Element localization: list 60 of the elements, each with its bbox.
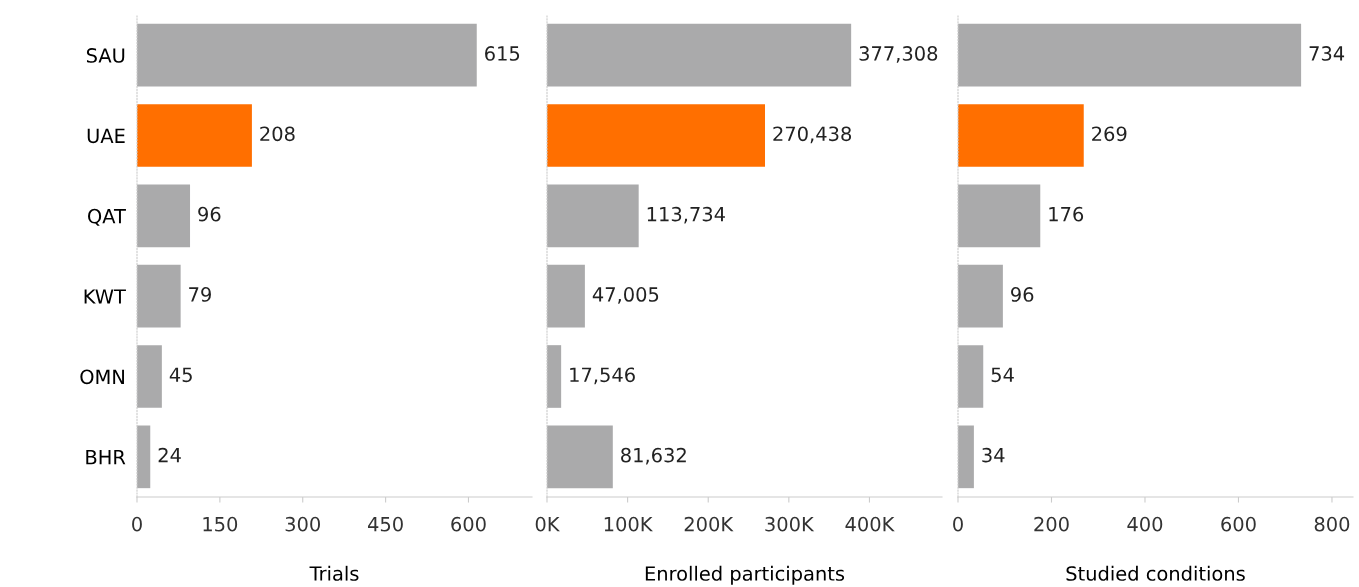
data-label: 96 — [1011, 287, 1034, 302]
bar — [547, 104, 766, 167]
x-tick-label: 800 — [1314, 516, 1350, 532]
bar — [547, 425, 613, 489]
data-label: 615 — [485, 46, 520, 61]
x-tick-label: 200 — [1034, 516, 1069, 532]
bar — [547, 345, 562, 408]
data-label: 270,438 — [773, 126, 852, 144]
bar — [547, 264, 585, 328]
x-tick-label: 300 — [285, 516, 320, 532]
x-tick-label: 0K — [535, 516, 560, 532]
x-axis-title: Trials — [309, 565, 359, 581]
data-label: 176 — [1049, 206, 1084, 222]
bar — [137, 425, 151, 489]
x-tick-label: 200K — [684, 516, 734, 532]
data-label: 79 — [189, 287, 211, 302]
bar — [137, 104, 252, 167]
x-axis-title: Enrolled participants — [645, 565, 845, 585]
data-label: 24 — [158, 447, 181, 463]
bar — [137, 184, 191, 248]
data-label: 81,632 — [621, 447, 686, 465]
bar — [547, 184, 639, 248]
x-tick-label: 600 — [1221, 516, 1256, 532]
data-label: 45 — [169, 367, 192, 383]
data-label: 734 — [1309, 46, 1345, 61]
data-label: 47,005 — [592, 287, 659, 304]
data-label: 17,546 — [570, 367, 635, 385]
bar — [137, 345, 162, 408]
y-tick-label: SAU — [86, 48, 125, 63]
bar — [958, 104, 1084, 167]
bar — [958, 264, 1003, 328]
bar — [958, 425, 974, 489]
x-tick-label: 100K — [604, 516, 653, 532]
y-tick-label: QAT — [88, 208, 126, 226]
x-tick-label: 600 — [451, 516, 486, 532]
data-label: 269 — [1092, 126, 1127, 142]
x-tick-label: 0 — [953, 516, 963, 532]
x-axis-title: Studied conditions — [1066, 565, 1245, 581]
y-tick-label: KWT — [84, 289, 126, 304]
bar — [137, 23, 477, 87]
y-tick-label: UAE — [87, 128, 125, 144]
bar — [958, 345, 984, 408]
data-label: 54 — [991, 367, 1014, 383]
data-label: 96 — [198, 206, 221, 222]
x-tick-label: 400K — [845, 516, 895, 532]
data-label: 34 — [982, 447, 1005, 463]
bar — [547, 23, 852, 87]
x-tick-label: 0 — [132, 516, 142, 532]
data-label: 377,308 — [859, 46, 938, 63]
y-tick-label: BHR — [86, 450, 126, 465]
y-tick-label: OMN — [80, 369, 124, 385]
data-label: 208 — [260, 126, 295, 142]
x-tick-label: 300K — [765, 516, 815, 532]
x-tick-label: 150 — [203, 516, 238, 532]
bar — [958, 184, 1041, 248]
x-tick-label: 450 — [368, 516, 403, 532]
bar — [958, 23, 1302, 87]
data-label: 113,734 — [647, 206, 725, 224]
bar — [137, 264, 181, 328]
x-tick-label: 400 — [1127, 516, 1163, 532]
